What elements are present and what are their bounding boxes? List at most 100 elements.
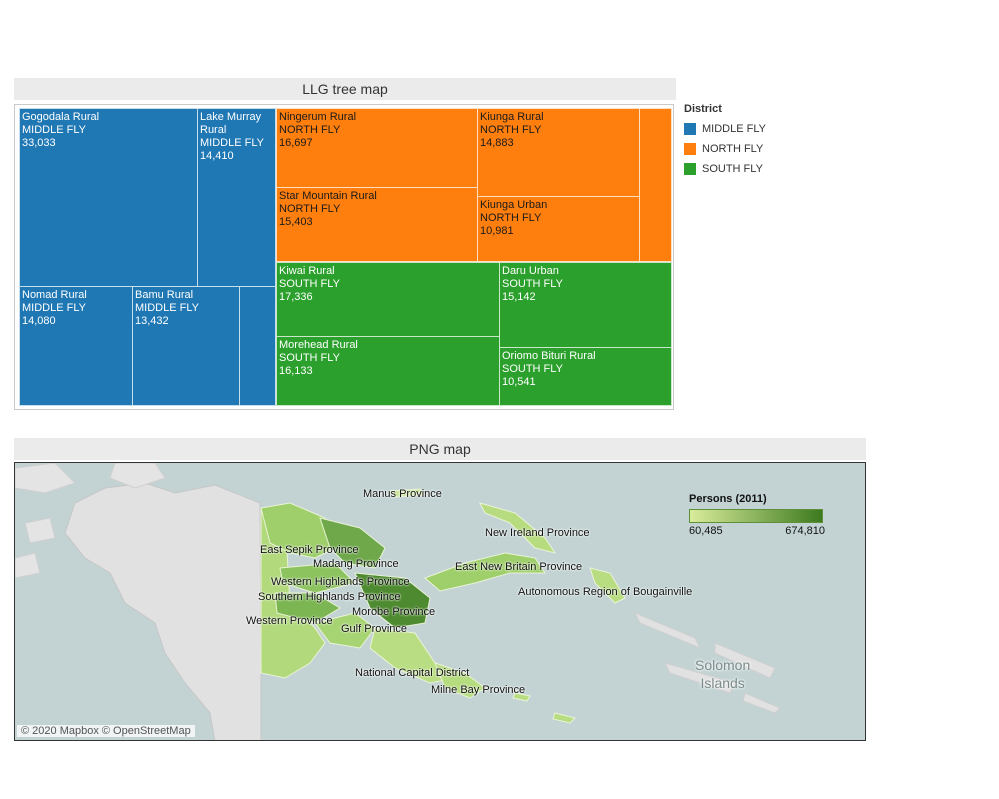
- cell-name: Kiunga Urban: [480, 199, 548, 211]
- solomon-line-1: Solomon: [695, 657, 751, 673]
- label-solomon-islands: Solomon Islands: [695, 656, 750, 692]
- cell-value: 16,697: [279, 137, 313, 149]
- cell-name: Kiwai Rural: [279, 265, 335, 277]
- solomon-island-4: [742, 692, 781, 714]
- cell-district: NORTH FLY: [480, 124, 542, 136]
- new-britain-island: [424, 552, 546, 592]
- cell-value: 10,981: [480, 225, 514, 237]
- southern-highlands-province: [274, 592, 341, 624]
- label-manus: Manus Province: [363, 488, 442, 500]
- map-canvas: [15, 463, 781, 740]
- treemap-cell-kiwai[interactable]: Kiwai Rural SOUTH FLY 17,336: [276, 262, 500, 337]
- cell-value: 14,883: [480, 137, 514, 149]
- cell-district: SOUTH FLY: [279, 352, 340, 364]
- cell-name: Nomad Rural: [22, 289, 87, 301]
- label-bougainville: Autonomous Region of Bougainville: [518, 586, 693, 598]
- label-east-sepik: East Sepik Province: [260, 544, 359, 556]
- label-new-ireland: New Ireland Province: [485, 527, 590, 539]
- treemap: Gogodala Rural MIDDLE FLY 33,033 Lake Mu…: [14, 104, 674, 410]
- map-title: PNG map: [14, 438, 866, 460]
- label-gulf: Gulf Province: [341, 623, 408, 635]
- cell-name: Gogodala Rural: [22, 111, 100, 123]
- persons-legend-min: 60,485: [689, 525, 723, 537]
- label-morobe: Morobe Province: [352, 606, 436, 618]
- madang-province: [319, 517, 386, 569]
- png-map[interactable]: Manus Province New Ireland Province East…: [14, 462, 866, 741]
- treemap-cell-star-mountain[interactable]: Star Mountain Rural NORTH FLY 15,403: [276, 187, 478, 262]
- treemap-cell-daru-urban[interactable]: Daru Urban SOUTH FLY 15,142: [499, 262, 672, 348]
- legend-label: MIDDLE FLY: [702, 123, 766, 135]
- label-western: Western Province: [246, 615, 333, 627]
- legend-swatch: [684, 163, 696, 175]
- morobe-province: [354, 572, 431, 629]
- cell-value: 13,432: [135, 315, 169, 327]
- cell-name: Lake Murray Rural: [200, 111, 262, 136]
- cell-value: 10,541: [502, 376, 536, 388]
- western-new-guinea-landmass: [64, 482, 262, 740]
- png-island-small-2: [512, 692, 531, 702]
- cell-name: Daru Urban: [502, 265, 559, 277]
- new-ireland-island: [479, 502, 557, 554]
- cell-name: Ningerum Rural: [279, 111, 357, 123]
- treemap-cell-bamu[interactable]: Bamu Rural MIDDLE FLY 13,432: [132, 286, 240, 406]
- gulf-province: [314, 612, 376, 649]
- western-highlands-province: [279, 562, 356, 594]
- treemap-cell-kiunga-urban[interactable]: Kiunga Urban NORTH FLY 10,981: [477, 196, 641, 262]
- persons-legend: Persons (2011) 60,485 674,810: [685, 493, 825, 537]
- cell-district: NORTH FLY: [480, 212, 542, 224]
- islands-west-4: [15, 552, 41, 579]
- islands-west-1: [15, 463, 76, 494]
- label-milne-bay: Milne Bay Province: [431, 684, 526, 696]
- cell-district: MIDDLE FLY: [200, 137, 264, 149]
- cell-district: SOUTH FLY: [502, 278, 563, 290]
- cell-district: MIDDLE FLY: [135, 302, 199, 314]
- treemap-cell-nomad[interactable]: Nomad Rural MIDDLE FLY 14,080: [19, 286, 134, 406]
- legend-label: NORTH FLY: [702, 143, 764, 155]
- cell-name: Star Mountain Rural: [279, 190, 377, 202]
- cell-value: 16,133: [279, 365, 313, 377]
- cell-district: NORTH FLY: [279, 124, 341, 136]
- treemap-cell-oriomo-bituri[interactable]: Oriomo Bituri Rural SOUTH FLY 10,541: [499, 347, 672, 406]
- map-attribution[interactable]: © 2020 Mapbox © OpenStreetMap: [17, 725, 195, 737]
- cell-value: 15,403: [279, 216, 313, 228]
- treemap-cell-ningerum[interactable]: Ningerum Rural NORTH FLY 16,697: [276, 108, 478, 189]
- islands-west-2: [109, 463, 166, 489]
- cell-value: 14,080: [22, 315, 56, 327]
- legend-item-middle-fly[interactable]: MIDDLE FLY: [684, 119, 766, 139]
- legend-swatch: [684, 143, 696, 155]
- label-western-highlands: Western Highlands Province: [271, 576, 410, 588]
- treemap-title: LLG tree map: [14, 78, 676, 100]
- persons-legend-title: Persons (2011): [689, 493, 767, 505]
- cell-district: NORTH FLY: [279, 203, 341, 215]
- legend-item-south-fly[interactable]: SOUTH FLY: [684, 159, 766, 179]
- label-madang: Madang Province: [313, 558, 399, 570]
- milne-bay-province: [434, 662, 486, 699]
- treemap-cell-middle-fly-other[interactable]: [239, 286, 276, 406]
- solomon-island-3: [714, 642, 776, 679]
- persons-legend-max: 674,810: [785, 525, 825, 537]
- solomon-island-2: [664, 662, 736, 694]
- solomon-island-1: [633, 612, 702, 649]
- treemap-cell-gogodala[interactable]: Gogodala Rural MIDDLE FLY 33,033: [19, 108, 199, 287]
- cell-value: 17,336: [279, 291, 313, 303]
- treemap-cell-morehead[interactable]: Morehead Rural SOUTH FLY 16,133: [276, 336, 500, 406]
- treemap-cell-lake-murray[interactable]: Lake Murray Rural MIDDLE FLY 14,410: [197, 108, 276, 287]
- legend-item-north-fly[interactable]: NORTH FLY: [684, 139, 766, 159]
- cell-district: SOUTH FLY: [279, 278, 340, 290]
- persons-gradient: [689, 509, 823, 523]
- cell-value: 14,410: [200, 150, 234, 162]
- islands-west-3: [24, 517, 56, 544]
- bougainville-island: [589, 567, 626, 604]
- cell-district: SOUTH FLY: [502, 363, 563, 375]
- cell-name: Morehead Rural: [279, 339, 358, 351]
- treemap-cell-kiunga-rural[interactable]: Kiunga Rural NORTH FLY 14,883: [477, 108, 641, 198]
- east-sepik-province: [260, 502, 336, 559]
- solomon-line-2: Islands: [700, 675, 745, 691]
- legend-label: SOUTH FLY: [702, 163, 763, 175]
- cell-value: 15,142: [502, 291, 536, 303]
- cell-district: MIDDLE FLY: [22, 302, 86, 314]
- label-southern-highlands: Southern Highlands Province: [258, 591, 401, 603]
- district-legend: District MIDDLE FLY NORTH FLY SOUTH FLY: [684, 103, 766, 179]
- treemap-cell-north-fly-other[interactable]: [639, 108, 672, 262]
- legend-swatch: [684, 123, 696, 135]
